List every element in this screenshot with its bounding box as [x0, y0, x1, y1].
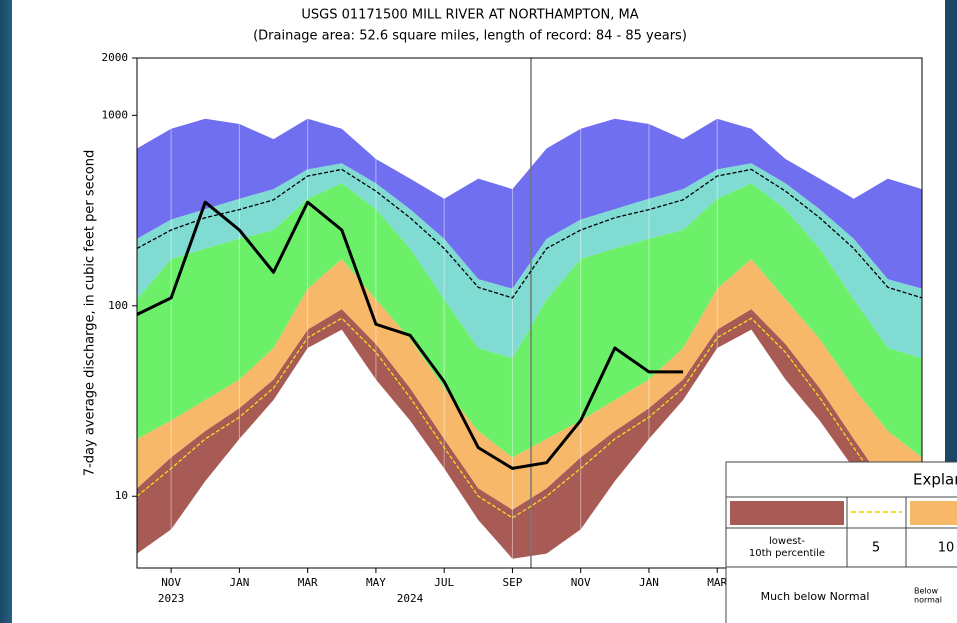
y-tick-label: 2000 [102, 51, 129, 64]
x-tick-label: MAR [707, 576, 727, 589]
series-line [136, 200, 684, 470]
legend-swatch [910, 501, 957, 525]
plot-area: 10 100 1000 2000 NOV JAN MAR MAY JUL SEP NOV JAN MAR… [102, 51, 923, 605]
legend-label: 10 [938, 541, 955, 556]
legend-label: 5 [872, 541, 880, 556]
legend: Explanation lowest-10th percentile 5 10 Much… [725, 461, 957, 623]
percentile-band [137, 163, 922, 359]
percentile-band [137, 118, 922, 289]
year-label: 2023 [158, 592, 185, 605]
legend-label: lowest- [769, 536, 805, 547]
chart-title: USGS 01171500 MILL RIVER AT NORTHAMPTON,… [301, 8, 638, 23]
series-line [136, 168, 923, 299]
x-tick-label: JAN [639, 576, 659, 589]
x-tick-label: MAR [298, 576, 318, 589]
y-tick-label: 10 [115, 489, 128, 502]
legend-label: 10th percentile [749, 548, 825, 559]
y-tick-label: 1000 [102, 108, 129, 121]
y-tick-label: 100 [108, 299, 128, 312]
x-tick-label: NOV [571, 576, 591, 589]
percentile-band [137, 183, 922, 458]
legend-swatch [730, 501, 844, 525]
legend-box [725, 461, 957, 623]
legend-title: Explanation [913, 471, 957, 489]
x-tick-label: JAN [229, 576, 249, 589]
percentile-band [137, 309, 922, 559]
chart-subtitle: (Drainage area: 52.6 square miles, lengt… [253, 29, 687, 44]
x-tick-label: MAY [366, 576, 386, 589]
plot-frame [136, 57, 923, 569]
legend-class: Much below Normal [761, 590, 870, 603]
legend-class: Below [914, 587, 939, 596]
year-label: 2024 [397, 592, 424, 605]
x-tick-label: JUL [434, 576, 454, 589]
legend-class: normal [914, 596, 942, 605]
x-tick-label: NOV [161, 576, 181, 589]
series-line [136, 317, 923, 519]
y-axis-label: 7-day average discharge, in cubic feet p… [83, 150, 98, 476]
x-tick-label: SEP [502, 576, 522, 589]
percentile-band [137, 259, 922, 510]
